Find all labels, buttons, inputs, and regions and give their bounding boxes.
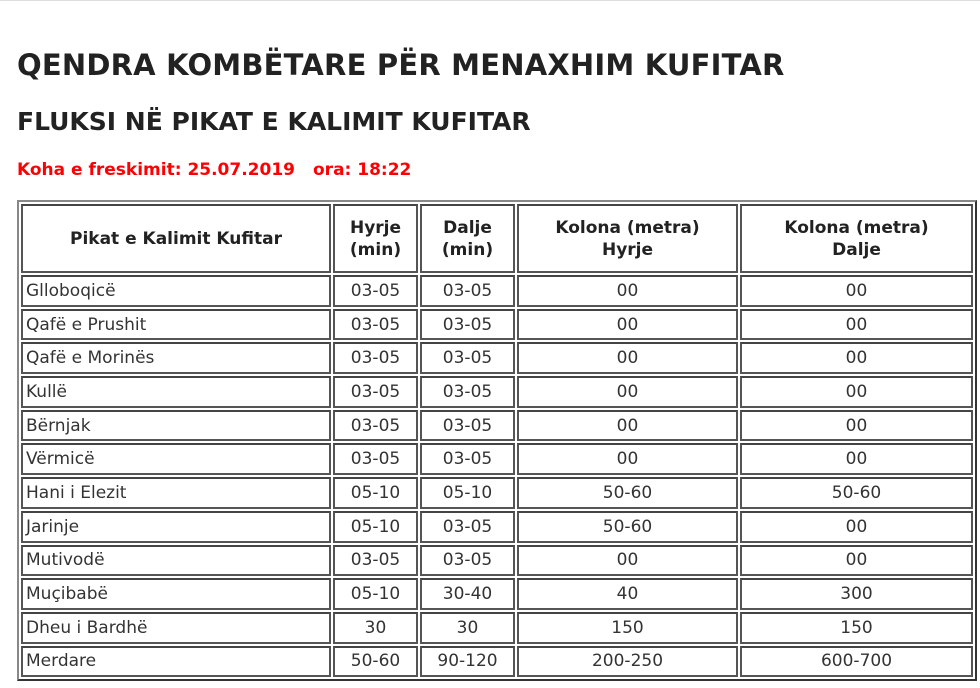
table-row: Muçibabë 05-10 30-40 40 300 xyxy=(21,578,973,610)
table-row: Vërmicë 03-05 03-05 00 00 xyxy=(21,443,973,476)
column-header-line: Dalje xyxy=(443,217,492,238)
cell-queue-exit: 00 xyxy=(740,342,973,375)
cell-entry-min: 50-60 xyxy=(333,645,418,678)
table-header-row: Pikat e Kalimit Kufitar Hyrje (min) Dalje (m… xyxy=(21,204,973,273)
cell-exit-min: 90-120 xyxy=(420,645,515,678)
table-row: Merdare 50-60 90-120 200-250 600-700 xyxy=(21,645,973,678)
cell-queue-entry: 00 xyxy=(517,544,738,577)
cell-queue-exit: 150 xyxy=(740,611,973,644)
column-header-queue-exit: Kolona (metra) Dalje xyxy=(740,204,973,273)
page-title: QENDRA KOMBËTARE PËR MENAXHIM KUFITAR xyxy=(17,48,785,82)
cell-queue-exit: 00 xyxy=(740,510,973,543)
cell-crossing-point: Merdare xyxy=(21,645,331,678)
cell-exit-min: 03-05 xyxy=(420,544,515,577)
table-row: Bërnjak 03-05 03-05 00 00 xyxy=(21,409,973,442)
cell-crossing-point: Jarinje xyxy=(21,510,331,543)
cell-queue-entry: 00 xyxy=(517,342,738,375)
column-header-exit-min: Dalje (min) xyxy=(420,204,515,273)
table-row: Kullë 03-05 03-05 00 00 xyxy=(21,376,973,408)
cell-exit-min: 03-05 xyxy=(420,342,515,375)
cell-exit-min: 03-05 xyxy=(420,376,515,408)
cell-crossing-point: Dheu i Bardhë xyxy=(21,611,331,644)
cell-queue-entry: 00 xyxy=(517,308,738,341)
cell-crossing-point: Kullë xyxy=(21,376,331,408)
cell-exit-min: 03-05 xyxy=(420,409,515,442)
cell-queue-exit: 00 xyxy=(740,275,973,307)
column-header-line: (min) xyxy=(349,239,402,260)
cell-queue-exit: 00 xyxy=(740,443,973,476)
column-header-line: Pikat e Kalimit Kufitar xyxy=(69,228,282,249)
cell-entry-min: 05-10 xyxy=(333,510,418,543)
column-header-queue-entry: Kolona (metra) Hyrje xyxy=(517,204,738,273)
cell-queue-exit: 00 xyxy=(740,544,973,577)
cell-entry-min: 03-05 xyxy=(333,409,418,442)
cell-exit-min: 03-05 xyxy=(420,308,515,341)
cell-queue-entry: 00 xyxy=(517,376,738,408)
column-header-line: (min) xyxy=(441,239,494,260)
table-row: Dheu i Bardhë 30 30 150 150 xyxy=(21,611,973,644)
cell-exit-min: 30 xyxy=(420,611,515,644)
refresh-date: Koha e freskimit: 25.07.2019 xyxy=(17,160,295,180)
refresh-info: Koha e freskimit: 25.07.2019 ora: 18:22 xyxy=(17,160,429,180)
cell-queue-entry: 40 xyxy=(517,578,738,610)
table-row: Jarinje 05-10 03-05 50-60 00 xyxy=(21,510,973,543)
column-header-line: Kolona (metra) xyxy=(555,217,700,238)
cell-queue-entry: 50-60 xyxy=(517,477,738,509)
cell-queue-exit: 600-700 xyxy=(740,645,973,678)
cell-entry-min: 03-05 xyxy=(333,443,418,476)
cell-queue-exit: 00 xyxy=(740,376,973,408)
cell-queue-exit: 300 xyxy=(740,578,973,610)
cell-entry-min: 03-05 xyxy=(333,308,418,341)
cell-entry-min: 03-05 xyxy=(333,544,418,577)
cell-crossing-point: Hani i Elezit xyxy=(21,477,331,509)
cell-crossing-point: Bërnjak xyxy=(21,409,331,442)
border-flux-table: Pikat e Kalimit Kufitar Hyrje (min) Dalje (m… xyxy=(17,200,977,682)
cell-exit-min: 03-05 xyxy=(420,443,515,476)
cell-queue-exit: 50-60 xyxy=(740,477,973,509)
cell-queue-entry: 00 xyxy=(517,409,738,442)
table-row: Qafë e Prushit 03-05 03-05 00 00 xyxy=(21,308,973,341)
table-row: Mutivodë 03-05 03-05 00 00 xyxy=(21,544,973,577)
refresh-time: ora: 18:22 xyxy=(313,160,412,180)
column-header-line: Hyrje xyxy=(601,239,654,260)
cell-queue-entry: 150 xyxy=(517,611,738,644)
cell-exit-min: 03-05 xyxy=(420,510,515,543)
cell-queue-entry: 00 xyxy=(517,443,738,476)
column-header-line: Hyrje xyxy=(349,217,402,238)
table-row: Glloboqicë 03-05 03-05 00 00 xyxy=(21,275,973,307)
cell-queue-entry: 00 xyxy=(517,275,738,307)
column-header-crossing-point: Pikat e Kalimit Kufitar xyxy=(21,204,331,273)
cell-queue-exit: 00 xyxy=(740,308,973,341)
cell-queue-exit: 00 xyxy=(740,409,973,442)
page-subtitle: FLUKSI NË PIKAT E KALIMIT KUFITAR xyxy=(17,107,531,136)
cell-exit-min: 03-05 xyxy=(420,275,515,307)
cell-crossing-point: Glloboqicë xyxy=(21,275,331,307)
cell-entry-min: 03-05 xyxy=(333,376,418,408)
cell-crossing-point: Mutivodë xyxy=(21,544,331,577)
table-row: Qafë e Morinës 03-05 03-05 00 00 xyxy=(21,342,973,375)
cell-entry-min: 03-05 xyxy=(333,275,418,307)
cell-queue-entry: 200-250 xyxy=(517,645,738,678)
column-header-entry-min: Hyrje (min) xyxy=(333,204,418,273)
cell-exit-min: 30-40 xyxy=(420,578,515,610)
cell-crossing-point: Qafë e Prushit xyxy=(21,308,331,341)
cell-entry-min: 05-10 xyxy=(333,578,418,610)
table-row: Hani i Elezit 05-10 05-10 50-60 50-60 xyxy=(21,477,973,509)
cell-exit-min: 05-10 xyxy=(420,477,515,509)
cell-entry-min: 05-10 xyxy=(333,477,418,509)
cell-crossing-point: Muçibabë xyxy=(21,578,331,610)
cell-queue-entry: 50-60 xyxy=(517,510,738,543)
column-header-line: Kolona (metra) xyxy=(784,217,929,238)
cell-entry-min: 30 xyxy=(333,611,418,644)
column-header-line: Dalje xyxy=(832,239,881,260)
cell-entry-min: 03-05 xyxy=(333,342,418,375)
cell-crossing-point: Vërmicë xyxy=(21,443,331,476)
cell-crossing-point: Qafë e Morinës xyxy=(21,342,331,375)
